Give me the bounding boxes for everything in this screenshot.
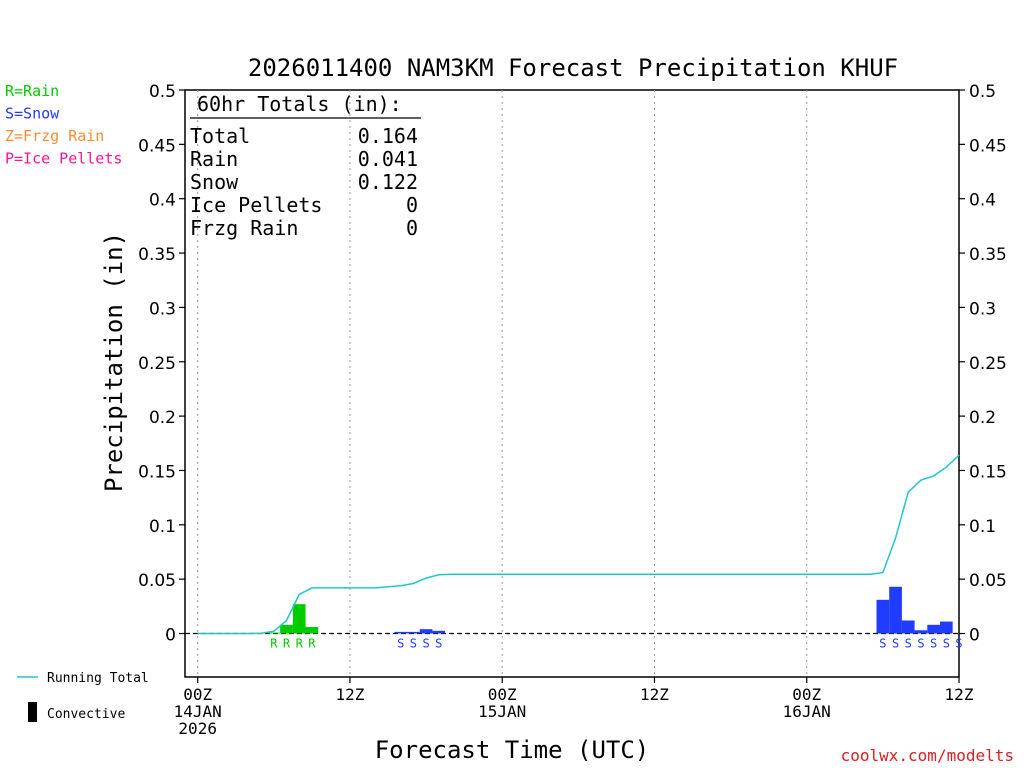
precip-type-letter: S xyxy=(930,637,937,651)
legend-entry: S=Snow xyxy=(5,105,60,123)
y-tick-label-right: 0.05 xyxy=(969,571,1007,591)
y-tick-label-right: 0.4 xyxy=(969,191,996,211)
bottom-legend: Running Total Convective xyxy=(17,671,149,722)
legend-entry: R=Rain xyxy=(5,82,59,100)
y-tick-label-right: 0.3 xyxy=(969,299,996,319)
x-tick-label: 2026 xyxy=(178,719,217,738)
totals-row-value: 0 xyxy=(406,193,418,217)
precip-type-letter: R xyxy=(308,637,316,651)
precip-type-letter: S xyxy=(905,637,912,651)
precip-bar xyxy=(901,620,915,634)
totals-row-label: Frzg Rain xyxy=(190,216,298,240)
x-tick-label: 16JAN xyxy=(783,702,831,721)
totals-row-value: 0.164 xyxy=(358,124,418,148)
precip-bar xyxy=(292,604,306,634)
totals-header: 60hr Totals (in): xyxy=(197,92,402,116)
precip-bar xyxy=(914,630,928,634)
y-tick-label-right: 0.45 xyxy=(969,136,1007,156)
y-tick-label: 0.1 xyxy=(149,517,176,537)
y-tick-label: 0.5 xyxy=(149,82,176,102)
convective-legend-label: Convective xyxy=(47,707,125,722)
vertical-gridlines xyxy=(197,90,808,677)
precip-type-letter: R xyxy=(270,637,278,651)
precip-type-letter: S xyxy=(410,637,417,651)
y-tick-label-right: 0.5 xyxy=(969,82,996,102)
y-tick-label: 0.45 xyxy=(138,136,176,156)
y-axis-label: Precipitation (in) xyxy=(100,232,128,492)
x-tick-label: 12Z xyxy=(945,685,974,704)
y-tick-label-right: 0.25 xyxy=(969,354,1007,374)
credit-text: coolwx.com/modelts xyxy=(841,746,1014,765)
x-tick-label: 14JAN xyxy=(174,702,222,721)
y-tick-label-right: 0.1 xyxy=(969,517,996,537)
precip-bars xyxy=(267,586,953,634)
precip-bar xyxy=(876,599,890,634)
y-tick-label: 0.35 xyxy=(138,245,176,265)
legend-entry: Z=Frzg Rain xyxy=(5,127,104,145)
y-tick-label: 0.05 xyxy=(138,571,176,591)
y-tick-label: 0.4 xyxy=(149,191,176,211)
precip-type-letter: S xyxy=(435,637,442,651)
x-tick-label: 00Z xyxy=(792,685,821,704)
totals-row-label: Snow xyxy=(190,170,239,194)
x-tick-label: 12Z xyxy=(640,685,669,704)
x-tick-label: 00Z xyxy=(183,685,212,704)
precip-type-letter: R xyxy=(296,637,304,651)
precip-type-letter: R xyxy=(283,637,291,651)
precip-type-letter: S xyxy=(955,637,962,651)
totals-row-value: 0.122 xyxy=(358,170,418,194)
plot-area-frame xyxy=(184,89,960,678)
precip-type-letter: S xyxy=(917,637,924,651)
totals-row-value: 0 xyxy=(406,216,418,240)
totals-row-label: Total xyxy=(190,124,250,148)
y-axis-right: 0 0.05 0.1 0.15 0.2 0.25 0.3 0.35 0.4 0.45 0.5 xyxy=(959,82,1007,646)
totals-row-label: Rain xyxy=(190,147,238,171)
y-tick-label: 0 xyxy=(165,626,176,646)
y-tick-label-right: 0.2 xyxy=(969,408,996,428)
y-tick-label: 0.2 xyxy=(149,408,176,428)
precip-type-legend: R=Rain S=Snow Z=Frzg Rain P=Ice Pellets xyxy=(5,82,122,168)
x-tick-label: 12Z xyxy=(335,685,364,704)
precip-bar xyxy=(419,629,433,634)
x-axis-label: Forecast Time (UTC) xyxy=(375,736,650,764)
running-total-legend-label: Running Total xyxy=(47,671,149,686)
precip-bar xyxy=(394,631,408,634)
totals-row-value: 0.041 xyxy=(358,147,418,171)
chart-title: 2026011400 NAM3KM Forecast Precipitation… xyxy=(248,54,898,82)
x-tick-label: 15JAN xyxy=(478,702,526,721)
y-tick-label-right: 0.35 xyxy=(969,245,1007,265)
y-tick-label: 0.15 xyxy=(138,462,176,482)
totals-box: 60hr Totals (in): Total 0.164 Rain 0.041 Snow… xyxy=(190,92,421,240)
y-tick-label: 0.25 xyxy=(138,354,176,374)
precip-bar xyxy=(432,630,446,634)
y-tick-label-right: 0.15 xyxy=(969,462,1007,482)
precip-bar xyxy=(280,624,293,634)
precip-type-letter: S xyxy=(892,637,899,651)
y-tick-label: 0.3 xyxy=(149,299,176,319)
precip-bar xyxy=(267,632,281,634)
x-tick-label: 00Z xyxy=(488,685,517,704)
running-total-line xyxy=(197,454,960,635)
convective-legend-swatch xyxy=(28,702,37,722)
precip-bar xyxy=(939,621,953,634)
precip-bar xyxy=(927,624,940,634)
precip-bar xyxy=(407,631,420,634)
legend-entry: P=Ice Pellets xyxy=(5,150,122,168)
precip-type-letter: S xyxy=(943,637,950,651)
totals-row-label: Ice Pellets xyxy=(190,193,322,217)
y-tick-label-right: 0 xyxy=(969,626,980,646)
precip-type-letter: S xyxy=(879,637,886,651)
precip-bar xyxy=(305,626,319,634)
y-axis-left: 0 0.05 0.1 0.15 0.2 0.25 0.3 0.35 0.4 0.45 0.5 xyxy=(138,82,185,646)
precip-type-letter: S xyxy=(422,637,429,651)
precip-bar xyxy=(889,586,902,634)
precip-type-letter: S xyxy=(397,637,404,651)
